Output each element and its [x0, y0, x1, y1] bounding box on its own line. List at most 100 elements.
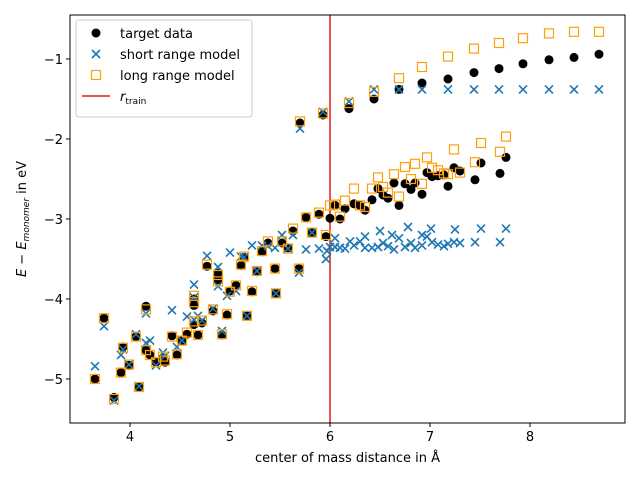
long-range-point [140, 304, 152, 315]
target-point [443, 74, 453, 84]
long-range-point [269, 263, 281, 274]
short-range-point [417, 240, 427, 250]
target-point [314, 209, 324, 219]
long-range-point [320, 229, 332, 241]
legend-label-short-range: short range model [120, 48, 240, 63]
long-range-point [256, 245, 268, 257]
long-range-point [432, 165, 444, 176]
target-point [335, 214, 345, 224]
long-range-point [159, 355, 171, 366]
legend-box [75, 19, 253, 118]
long-range-point [421, 152, 433, 163]
svg-text:E − Emonomer in eV: E − Emonomer in eV [15, 161, 32, 277]
long-range-point [276, 236, 288, 247]
short-range-point [277, 230, 287, 240]
target-point [495, 168, 505, 178]
long-range-point [270, 288, 282, 299]
target-point [270, 264, 280, 274]
long-range-point [241, 310, 253, 321]
x-axis-label: center of mass distance in Å [255, 450, 440, 466]
long-range-point [171, 349, 183, 360]
long-range-point [246, 285, 258, 297]
long-range-point [130, 331, 142, 342]
long-range-point [212, 269, 224, 281]
long-range-point [500, 131, 512, 142]
short-range-point [167, 305, 177, 315]
long-range-point [339, 195, 351, 206]
long-range-point [212, 276, 224, 287]
short-range-point [569, 84, 579, 94]
short-range-point [494, 84, 504, 94]
short-range-point [213, 262, 223, 272]
y-axis-label-tail: in eV [15, 161, 30, 198]
long-range-point [221, 309, 233, 320]
axis-ticks: 4 5 6 7 8 −5 −4 −3 −2 −1 [44, 53, 534, 445]
target-point [400, 179, 410, 189]
short-range-point [247, 240, 257, 250]
target-point [263, 238, 273, 248]
short-range-point [345, 236, 355, 246]
short-range-point [90, 361, 100, 371]
long-range-point [366, 183, 378, 194]
long-range-point [108, 393, 120, 405]
long-range-point [416, 178, 428, 189]
long-range-point [399, 161, 411, 173]
long-range-point [475, 137, 487, 149]
target-point [301, 212, 311, 222]
short-range-point [394, 84, 404, 94]
long-range-point [144, 349, 156, 361]
long-range-point [334, 211, 346, 222]
long-range-point [166, 331, 178, 342]
target-point [383, 193, 393, 203]
short-range-point [242, 311, 252, 321]
legend-marker-long-range [90, 69, 102, 81]
target-point [193, 330, 203, 340]
long-range-point [188, 290, 200, 301]
target-point [172, 350, 182, 360]
short-range-point [321, 254, 331, 264]
short-range-point [360, 243, 370, 253]
short-range-point [443, 84, 453, 94]
short-range-point [403, 222, 413, 232]
short-range-point [417, 84, 427, 94]
long-range-point [568, 26, 580, 37]
long-range-point [188, 297, 200, 308]
target-point [99, 313, 109, 323]
long-range-point [388, 169, 400, 180]
short-range-point [197, 316, 207, 326]
legend-label-long-range: long range model [120, 69, 235, 84]
target-point [202, 261, 212, 271]
short-range-point [189, 280, 199, 290]
target-point [189, 294, 199, 304]
long-range-point [98, 313, 110, 324]
y-tick-label: −3 [44, 213, 63, 228]
long-range-point [454, 167, 466, 178]
short-range-point [470, 237, 480, 247]
short-range-point [202, 251, 212, 261]
target-point [236, 260, 246, 270]
long-range-point [238, 251, 250, 262]
long-range-point [224, 286, 236, 297]
target-point [406, 184, 416, 194]
target-point [501, 152, 511, 162]
long-range-point [442, 51, 454, 62]
y-tick-label: −1 [44, 53, 63, 68]
target-point [116, 368, 126, 378]
long-range-point [230, 280, 242, 291]
long-range-point [426, 162, 438, 173]
short-range-point [417, 230, 427, 240]
legend-marker-target [91, 28, 101, 38]
legend-label-rtrain: rtrain [120, 90, 146, 107]
long-range-point [196, 315, 208, 326]
short-range-point [307, 228, 317, 238]
long-range-point [251, 265, 263, 277]
long-range-point [393, 191, 405, 202]
long-range-point [409, 158, 421, 169]
x-tick-label: 4 [126, 430, 134, 445]
y-tick-label: −2 [44, 133, 63, 148]
target-point [118, 342, 128, 352]
short-range-point [288, 230, 298, 240]
long-range-point [117, 342, 129, 353]
long-range-point [359, 201, 371, 213]
